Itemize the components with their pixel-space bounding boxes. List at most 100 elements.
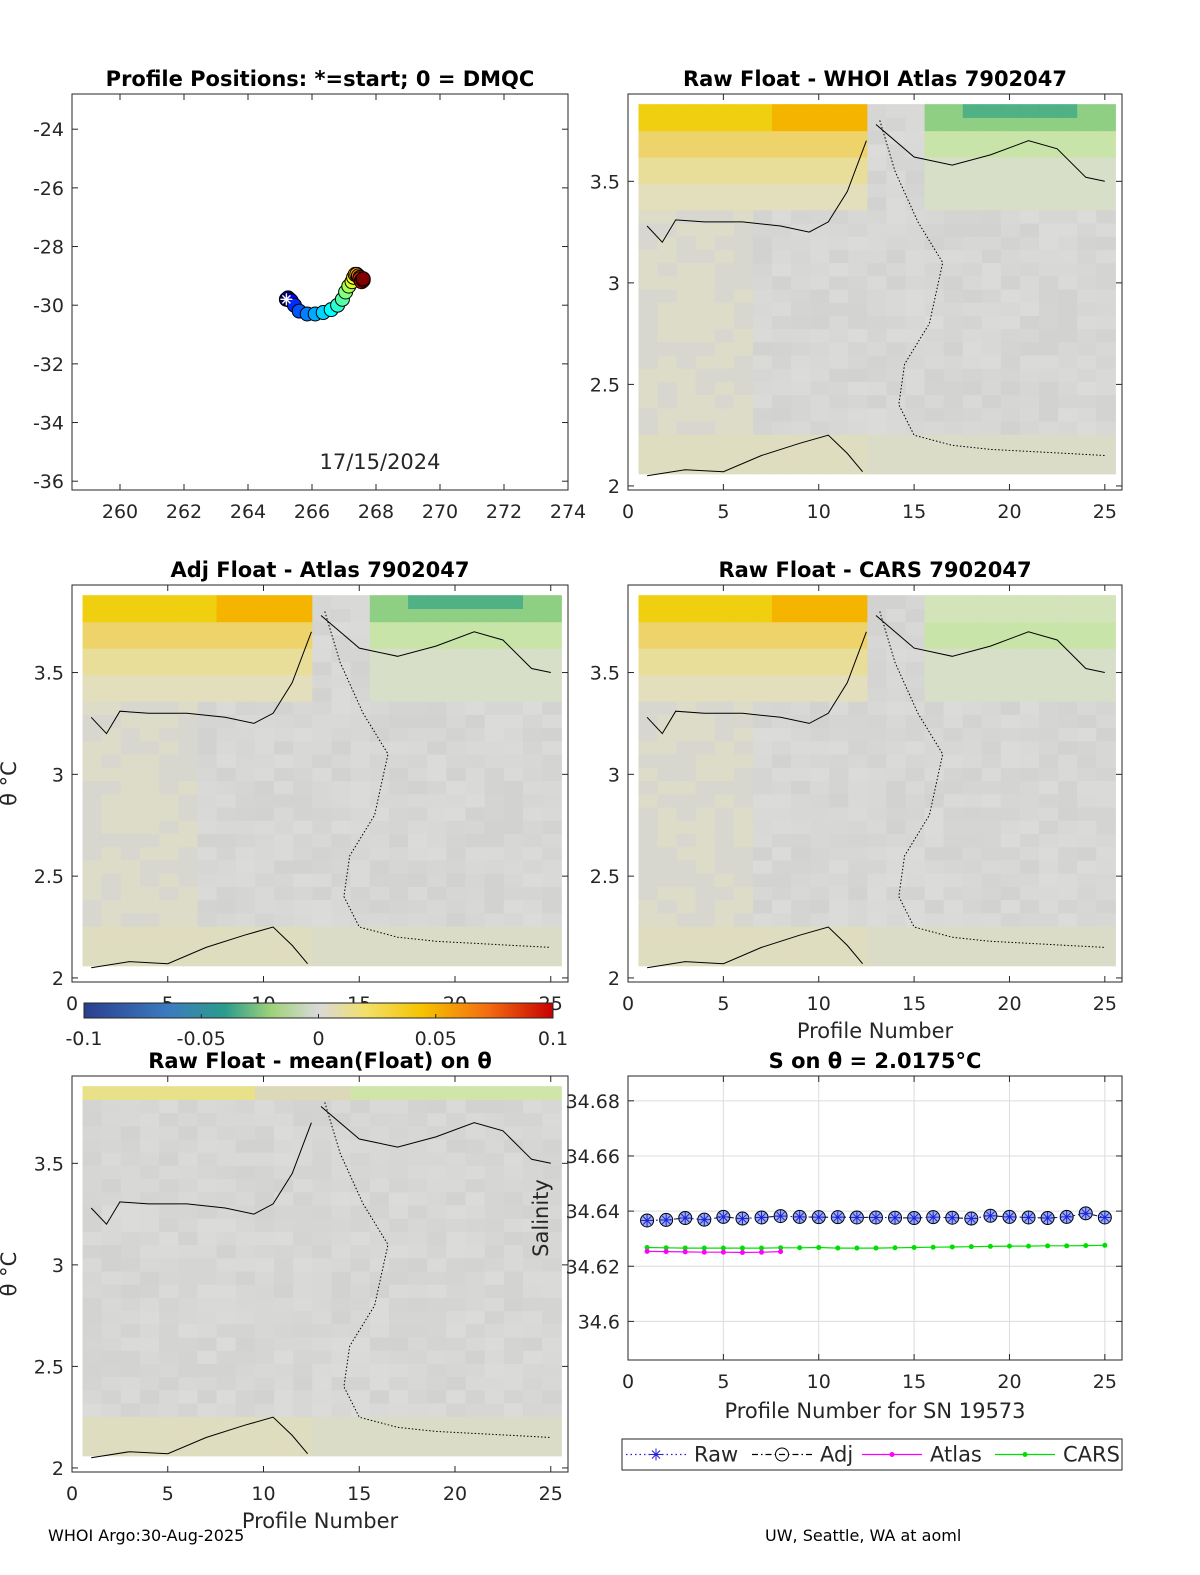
- field-cell: [120, 1178, 141, 1193]
- field-cell: [676, 381, 697, 396]
- field-cell: [752, 740, 773, 755]
- field-cell: [695, 780, 716, 795]
- field-cell: [388, 767, 409, 782]
- field-cell: [1096, 820, 1116, 834]
- field-cell: [235, 1218, 256, 1232]
- field-cell: [369, 767, 390, 782]
- field-cell: [101, 1178, 122, 1193]
- field-cell: [657, 104, 678, 118]
- field-cell: [369, 886, 390, 901]
- field-cell: [848, 846, 868, 861]
- field-cell: [542, 859, 562, 874]
- field-cell: [1019, 780, 1040, 795]
- field-cell: [101, 1350, 122, 1364]
- field-cell: [676, 315, 697, 330]
- field-cell: [943, 727, 964, 742]
- field-cell: [829, 104, 849, 118]
- field-cell: [216, 1257, 237, 1272]
- field-cell: [139, 661, 160, 676]
- field-cell: [484, 608, 505, 623]
- field-cell: [810, 143, 830, 158]
- field-cell: [962, 608, 983, 623]
- field-cell: [886, 806, 907, 821]
- field-cell: [638, 170, 659, 184]
- field-cell: [886, 104, 907, 118]
- field-cell: [331, 1389, 352, 1404]
- field-cell: [503, 1099, 524, 1114]
- x-tick-label: 20: [997, 501, 1021, 523]
- field-cell: [905, 196, 926, 211]
- field-cell: [503, 1204, 524, 1219]
- field-cell: [867, 926, 888, 940]
- x-tick-label: 264: [230, 501, 266, 523]
- field-cell: [714, 701, 735, 715]
- field-cell: [178, 1178, 199, 1193]
- field-cell: [695, 407, 716, 422]
- field-cell: [235, 1363, 256, 1378]
- raw-marker-icon: [679, 1212, 692, 1224]
- field-cell: [1000, 104, 1021, 118]
- field-cell: [657, 674, 678, 689]
- field-cell: [274, 793, 294, 808]
- field-cell: [542, 621, 562, 636]
- field-cell: [886, 912, 907, 927]
- field-cell: [962, 209, 983, 224]
- field-cell: [886, 740, 907, 755]
- field-cell: [254, 1323, 275, 1338]
- field-cell: [350, 793, 371, 808]
- field-cell: [1096, 873, 1116, 887]
- field-cell: [82, 1244, 103, 1259]
- field-cell: [312, 1204, 333, 1219]
- field-cell: [962, 701, 983, 715]
- field-cell: [293, 1284, 313, 1298]
- field-cell: [293, 1270, 313, 1285]
- field-cell: [254, 1389, 275, 1404]
- field-cell: [388, 1389, 409, 1404]
- field-cell: [484, 661, 505, 676]
- field-cell: [120, 1336, 141, 1351]
- field-cell: [312, 912, 333, 927]
- field-cell: [178, 1112, 199, 1127]
- field-cell: [752, 661, 773, 676]
- field-cell: [810, 634, 830, 649]
- field-cell: [886, 926, 907, 940]
- footer-right-text: UW, Seattle, WA at aoml: [765, 1526, 961, 1545]
- series-point: [1026, 1243, 1032, 1249]
- field-cell: [1019, 899, 1040, 914]
- field-cell: [714, 780, 735, 795]
- x-tick-label: 10: [807, 501, 831, 523]
- field-cell: [714, 926, 735, 940]
- field-cell: [101, 806, 122, 821]
- field-cell: [101, 846, 122, 861]
- field-cell: [943, 328, 964, 343]
- field-cell: [465, 820, 486, 834]
- field-cell: [1000, 859, 1021, 874]
- field-cell: [235, 1323, 256, 1338]
- field-cell: [886, 288, 907, 303]
- field-cell: [465, 608, 486, 623]
- field-cell: [446, 1112, 467, 1127]
- y-tick-label: 3.5: [590, 171, 620, 193]
- field-cell: [178, 648, 199, 662]
- field-cell: [293, 1310, 313, 1325]
- field-cell: [484, 912, 505, 927]
- field-cell: [446, 648, 467, 662]
- field-cell: [752, 381, 773, 396]
- field-cell: [101, 687, 122, 702]
- field-cell: [924, 806, 945, 821]
- field-cell: [924, 117, 945, 132]
- field-cell: [197, 740, 218, 755]
- field-cell: [1000, 661, 1021, 676]
- field-cell: [465, 1376, 486, 1391]
- field-cell: [235, 1389, 256, 1404]
- field-cell: [867, 315, 888, 330]
- field-cell: [101, 886, 122, 901]
- field-cell: [676, 846, 697, 861]
- field-cell: [886, 714, 907, 729]
- field-cell: [1077, 196, 1097, 211]
- field-cell: [369, 926, 390, 940]
- field-cell: [427, 939, 447, 954]
- x-tick-label: 5: [717, 501, 729, 523]
- field-cell: [772, 846, 792, 861]
- field-cell: [924, 714, 945, 729]
